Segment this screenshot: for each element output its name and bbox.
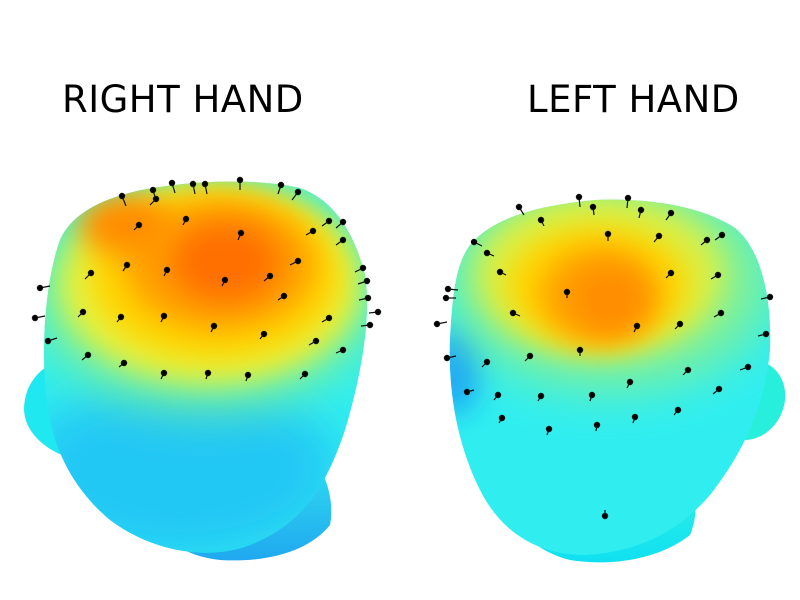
panel-title-right-hand: RIGHT HAND — [62, 78, 304, 121]
head-right — [24, 176, 382, 561]
electrode-markers — [31, 176, 382, 382]
electrode-markers — [433, 193, 774, 520]
head-left — [433, 193, 786, 563]
panel-title-left-hand: LEFT HAND — [527, 78, 740, 121]
